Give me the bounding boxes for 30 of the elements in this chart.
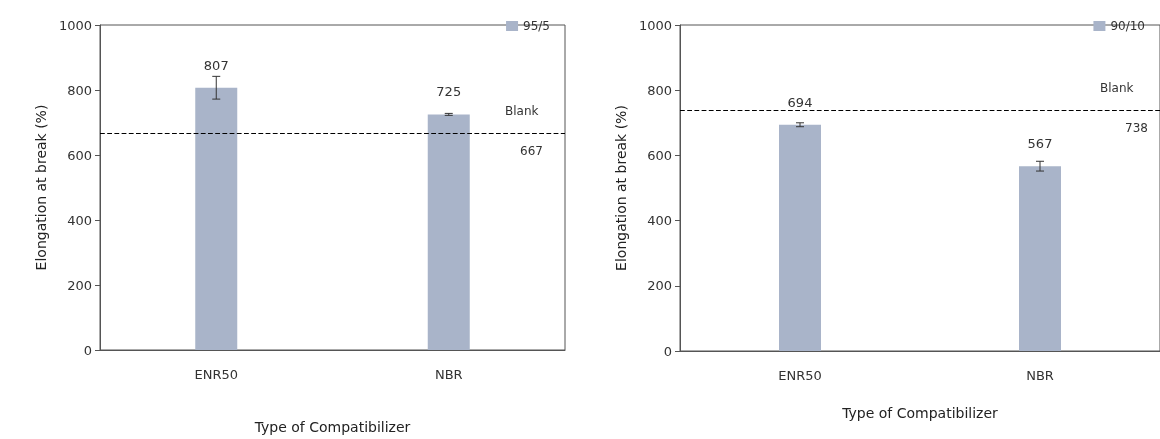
- annotation: 667: [520, 144, 543, 159]
- y-tick-label: 0: [83, 342, 92, 358]
- y-tick-label: 600: [647, 147, 672, 163]
- y-tick-label: 800: [647, 82, 672, 98]
- x-tick-label: ENR50: [778, 368, 822, 383]
- x-tick-label: ENR50: [194, 367, 239, 382]
- legend-label: 90/10: [1110, 19, 1146, 33]
- y-tick-label: 1000: [638, 17, 672, 33]
- y-tick-label: 0: [663, 343, 672, 359]
- data-label: 567: [1027, 136, 1053, 152]
- x-tick-label: NBR: [434, 367, 463, 382]
- y-axis-title: Elongation at break (%): [33, 104, 50, 271]
- y-tick-label: 600: [67, 147, 92, 163]
- data-label: 725: [436, 84, 462, 100]
- y-tick-label: 400: [647, 213, 672, 229]
- x-tick-label: NBR: [1026, 368, 1054, 383]
- y-tick-label: 400: [67, 212, 92, 228]
- y-tick-label: 1000: [58, 17, 92, 33]
- ref-line-label: Blank: [505, 104, 539, 119]
- legend-label: 95/5: [523, 19, 551, 33]
- annotation: 738: [1125, 121, 1148, 136]
- y-tick-label: 800: [67, 82, 92, 98]
- x-axis-title: Type of Compatibilizer: [253, 419, 411, 435]
- x-axis-title: Type of Compatibilizer: [841, 405, 999, 421]
- y-tick-label: 200: [67, 277, 92, 293]
- y-tick-label: 200: [647, 278, 672, 294]
- ref-line-label: Blank: [1100, 81, 1134, 96]
- y-axis-title: Elongation at break (%): [613, 105, 630, 271]
- data-label: 694: [787, 94, 813, 110]
- data-label: 807: [203, 57, 229, 73]
